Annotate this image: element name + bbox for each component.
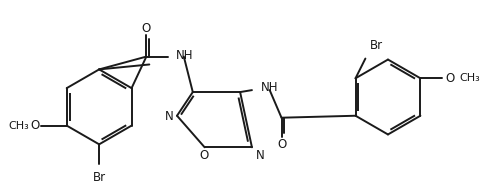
Text: O: O bbox=[142, 22, 151, 35]
Text: O: O bbox=[199, 149, 208, 162]
Text: CH₃: CH₃ bbox=[460, 73, 481, 83]
Text: N: N bbox=[255, 149, 264, 162]
Text: N: N bbox=[165, 110, 174, 123]
Text: CH₃: CH₃ bbox=[8, 121, 29, 131]
Text: Br: Br bbox=[370, 39, 384, 52]
Text: Br: Br bbox=[93, 171, 106, 184]
Text: NH: NH bbox=[261, 81, 278, 94]
Text: NH: NH bbox=[176, 49, 194, 62]
Text: O: O bbox=[277, 138, 286, 151]
Text: O: O bbox=[445, 72, 454, 85]
Text: O: O bbox=[31, 119, 40, 132]
